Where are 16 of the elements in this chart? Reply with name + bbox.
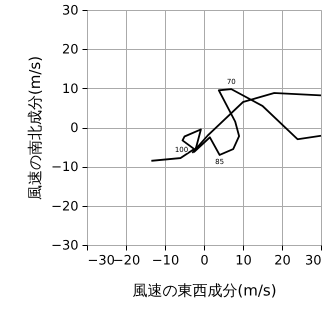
y-tick-label: −10 <box>51 160 78 176</box>
x-tick-label: −30 <box>88 254 115 268</box>
y-tick-label: 30 <box>62 4 78 18</box>
y-tick-label: −20 <box>51 199 78 214</box>
x-tick-label: 10 <box>235 254 252 268</box>
y-tick-label: 10 <box>62 82 78 97</box>
y-axis-title: 風速の南北成分(m/s) <box>26 56 44 200</box>
x-axis-title: 風速の東西成分(m/s) <box>132 282 277 300</box>
x-tick-label: 30 <box>304 254 322 268</box>
x-tick-label: 0 <box>200 254 209 268</box>
y-tick-label: −30 <box>51 238 78 254</box>
x-tick-label: 20 <box>274 254 291 268</box>
x-tick-label: −20 <box>112 254 140 268</box>
y-tick-label: 20 <box>62 42 78 58</box>
y-tick-label: 0 <box>70 121 78 136</box>
x-tick-label: −10 <box>152 254 180 268</box>
